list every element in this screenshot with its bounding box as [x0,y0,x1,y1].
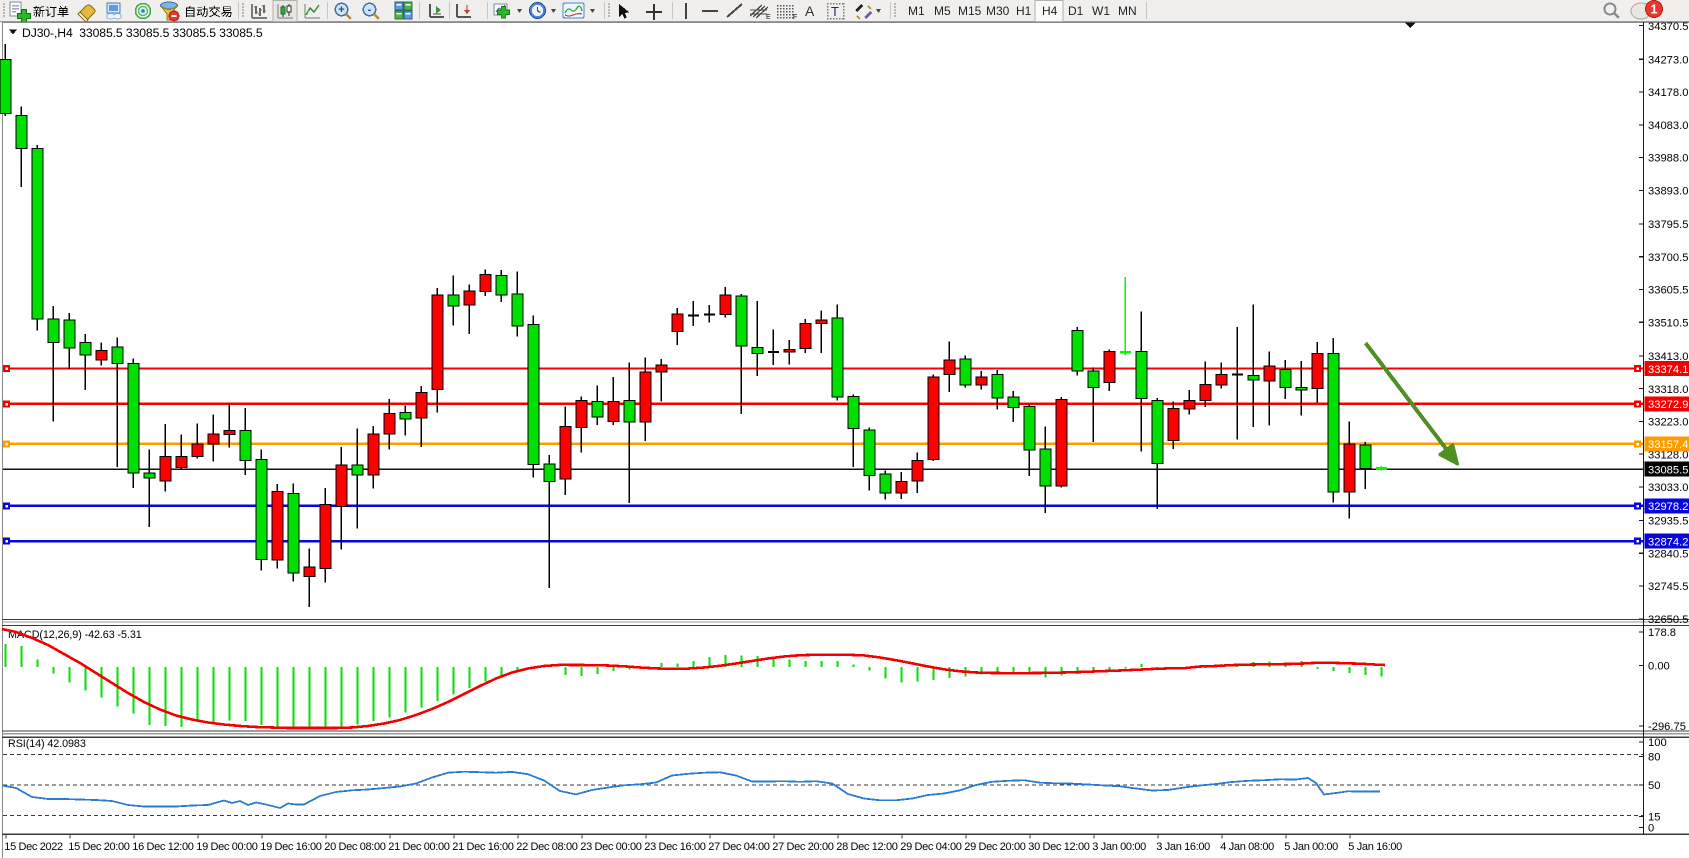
svg-text:32935.5: 32935.5 [1648,516,1688,528]
svg-text:32874.2: 32874.2 [1648,536,1688,548]
svg-text:H4: H4 [1042,4,1058,18]
svg-text:5 Jan 16:00: 5 Jan 16:00 [1348,841,1402,853]
svg-text:33033.0: 33033.0 [1648,482,1688,494]
svg-text:178.8: 178.8 [1648,627,1676,639]
svg-text:15: 15 [1648,812,1660,824]
svg-text:23 Dec 16:00: 23 Dec 16:00 [644,841,705,853]
svg-text:32840.5: 32840.5 [1648,548,1688,560]
svg-text:33085.5: 33085.5 [1648,464,1688,476]
svg-text:0.00: 0.00 [1648,661,1670,673]
svg-text:33318.0: 33318.0 [1648,384,1688,396]
svg-text:34273.0: 34273.0 [1648,54,1688,66]
svg-text:E: E [766,14,771,21]
svg-text:M30: M30 [986,4,1010,18]
svg-text:19 Dec 16:00: 19 Dec 16:00 [260,841,321,853]
svg-text:29 Dec 04:00: 29 Dec 04:00 [900,841,961,853]
svg-text:34370.5: 34370.5 [1648,21,1688,33]
svg-text:27 Dec 20:00: 27 Dec 20:00 [772,841,833,853]
svg-text:33700.5: 33700.5 [1648,252,1688,264]
svg-text:29 Dec 20:00: 29 Dec 20:00 [964,841,1025,853]
svg-text:33272.9: 33272.9 [1648,399,1688,411]
svg-text:3 Jan 00:00: 3 Jan 00:00 [1092,841,1146,853]
svg-text:1: 1 [1651,3,1658,17]
svg-text:100: 100 [1648,737,1667,749]
svg-text:34178.0: 34178.0 [1648,87,1688,99]
svg-text:MN: MN [1118,4,1137,18]
svg-text:+: + [338,4,344,16]
svg-text:D1: D1 [1068,4,1084,18]
svg-text:3 Jan 16:00: 3 Jan 16:00 [1156,841,1210,853]
svg-text:-: - [368,4,372,16]
svg-text:M5: M5 [934,4,951,18]
svg-text:80: 80 [1648,752,1660,764]
svg-text:33413.0: 33413.0 [1648,351,1688,363]
svg-text:H1: H1 [1016,4,1032,18]
svg-text:33605.5: 33605.5 [1648,285,1688,297]
svg-text:15 Dec 20:00: 15 Dec 20:00 [68,841,129,853]
svg-text:33795.5: 33795.5 [1648,219,1688,231]
svg-text:F: F [793,14,797,21]
svg-text:DJ30-,H4 33085.5 33085.5 3308: DJ30-,H4 33085.5 33085.5 33085.5 33085.5 [22,26,263,40]
svg-text:33223.0: 33223.0 [1648,417,1688,429]
svg-text:23 Dec 00:00: 23 Dec 00:00 [580,841,641,853]
svg-text:33988.0: 33988.0 [1648,153,1688,165]
svg-text:22 Dec 08:00: 22 Dec 08:00 [516,841,577,853]
svg-text:5 Jan 00:00: 5 Jan 00:00 [1284,841,1338,853]
svg-text:28 Dec 12:00: 28 Dec 12:00 [836,841,897,853]
svg-text:15 Dec 2022: 15 Dec 2022 [4,841,63,853]
svg-text:4 Jan 08:00: 4 Jan 08:00 [1220,841,1274,853]
svg-text:21 Dec 00:00: 21 Dec 00:00 [388,841,449,853]
svg-text:16 Dec 12:00: 16 Dec 12:00 [132,841,193,853]
svg-text:33157.4: 33157.4 [1648,439,1688,451]
svg-text:RSI(14) 42.0983: RSI(14) 42.0983 [8,738,86,750]
svg-text:A: A [805,3,815,19]
svg-text:-296.75: -296.75 [1648,721,1686,733]
svg-text:32650.5: 32650.5 [1648,614,1688,626]
svg-text:32978.2: 32978.2 [1648,501,1688,513]
svg-text:34083.0: 34083.0 [1648,120,1688,132]
svg-text:M1: M1 [908,4,925,18]
svg-text:20 Dec 08:00: 20 Dec 08:00 [324,841,385,853]
svg-text:0: 0 [1648,823,1654,835]
svg-text:T: T [831,4,839,19]
svg-text:W1: W1 [1092,4,1110,18]
svg-text:27 Dec 04:00: 27 Dec 04:00 [708,841,769,853]
svg-text:33374.1: 33374.1 [1648,364,1688,376]
svg-text:33510.5: 33510.5 [1648,317,1688,329]
svg-text:MACD(12,26,9) -42.63 -5.31: MACD(12,26,9) -42.63 -5.31 [8,629,142,641]
svg-text:33893.0: 33893.0 [1648,186,1688,198]
svg-text:30 Dec 12:00: 30 Dec 12:00 [1028,841,1089,853]
svg-text:19 Dec 00:00: 19 Dec 00:00 [196,841,257,853]
svg-text:33128.0: 33128.0 [1648,449,1688,461]
svg-text:21 Dec 16:00: 21 Dec 16:00 [452,841,513,853]
svg-text:32745.5: 32745.5 [1648,581,1688,593]
svg-text:M15: M15 [958,4,982,18]
svg-text:50: 50 [1648,780,1660,792]
